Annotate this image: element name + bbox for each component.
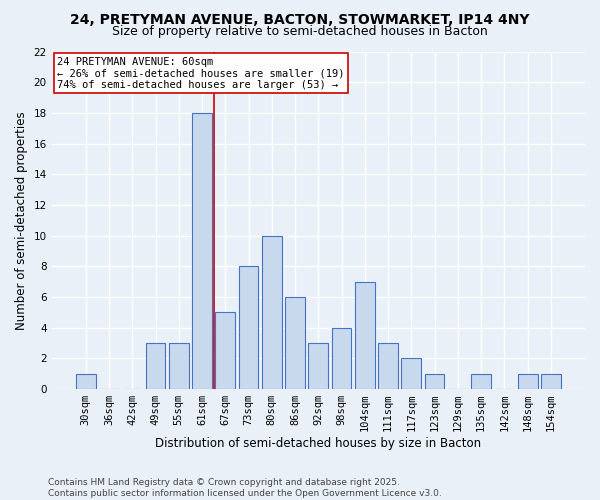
- Y-axis label: Number of semi-detached properties: Number of semi-detached properties: [15, 111, 28, 330]
- Bar: [146, 343, 166, 389]
- Bar: [215, 312, 235, 389]
- Text: 24, PRETYMAN AVENUE, BACTON, STOWMARKET, IP14 4NY: 24, PRETYMAN AVENUE, BACTON, STOWMARKET,…: [70, 12, 530, 26]
- Bar: [76, 374, 95, 389]
- Bar: [518, 374, 538, 389]
- Bar: [262, 236, 282, 389]
- Bar: [169, 343, 188, 389]
- Text: 24 PRETYMAN AVENUE: 60sqm
← 26% of semi-detached houses are smaller (19)
74% of : 24 PRETYMAN AVENUE: 60sqm ← 26% of semi-…: [57, 56, 344, 90]
- Bar: [308, 343, 328, 389]
- X-axis label: Distribution of semi-detached houses by size in Bacton: Distribution of semi-detached houses by …: [155, 437, 481, 450]
- Bar: [332, 328, 352, 389]
- Bar: [541, 374, 561, 389]
- Bar: [425, 374, 445, 389]
- Bar: [401, 358, 421, 389]
- Bar: [355, 282, 375, 389]
- Text: Size of property relative to semi-detached houses in Bacton: Size of property relative to semi-detach…: [112, 25, 488, 38]
- Text: Contains HM Land Registry data © Crown copyright and database right 2025.
Contai: Contains HM Land Registry data © Crown c…: [48, 478, 442, 498]
- Bar: [471, 374, 491, 389]
- Bar: [378, 343, 398, 389]
- Bar: [239, 266, 259, 389]
- Bar: [192, 113, 212, 389]
- Bar: [285, 297, 305, 389]
